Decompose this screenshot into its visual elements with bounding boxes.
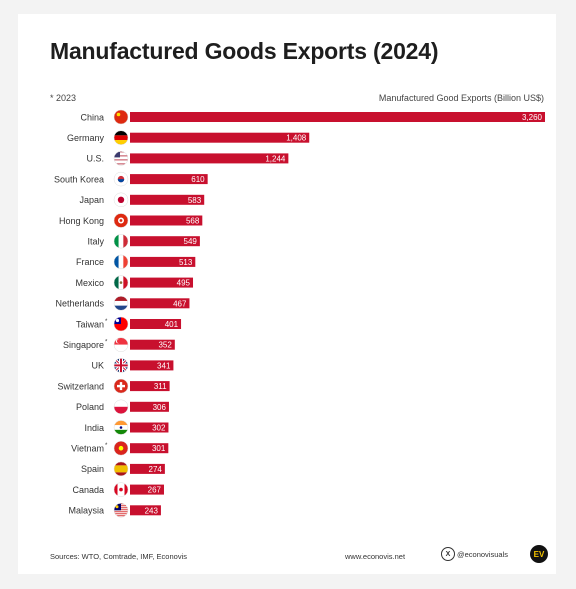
category-label: Netherlands bbox=[55, 299, 104, 309]
social-handle-text: @econovisuals bbox=[457, 549, 508, 559]
bar-value-label: 401 bbox=[165, 320, 179, 329]
bar-value-label: 467 bbox=[173, 299, 187, 308]
bar bbox=[130, 132, 310, 143]
bar-value-label: 1,244 bbox=[265, 154, 286, 163]
category-label: Spain bbox=[81, 464, 104, 474]
south-korea-flag-icon bbox=[113, 171, 129, 187]
bar bbox=[130, 256, 196, 267]
bar-value-label: 1,408 bbox=[286, 134, 307, 143]
bar-chart: China 3,260 Germany 1,408 U.S. 1,244 South Kor… bbox=[54, 109, 545, 518]
bar-value-label: 568 bbox=[186, 217, 200, 226]
category-label: Vietnam bbox=[71, 444, 104, 454]
bar bbox=[130, 484, 164, 495]
category-label: Singapore bbox=[63, 340, 104, 350]
bar-value-label: 274 bbox=[149, 465, 163, 474]
italy-flag-icon bbox=[113, 233, 129, 249]
logo-text: EV bbox=[533, 549, 545, 559]
france-flag-icon bbox=[113, 254, 129, 270]
bar-value-label: 549 bbox=[184, 237, 198, 246]
bar bbox=[130, 112, 545, 122]
taiwan-flag-icon bbox=[113, 316, 129, 332]
bar bbox=[130, 360, 174, 371]
bar-value-label: 610 bbox=[191, 175, 205, 184]
uk-flag-icon bbox=[113, 358, 129, 373]
category-label: U.S. bbox=[86, 154, 104, 164]
bar-value-label: 583 bbox=[188, 196, 202, 205]
bar bbox=[130, 339, 175, 350]
chart-card: Manufactured Goods Exports (2024) * 2023… bbox=[18, 14, 556, 574]
bar-value-label: 267 bbox=[148, 486, 162, 495]
bar-value-label: 243 bbox=[145, 506, 159, 515]
category-label: UK bbox=[91, 361, 104, 371]
bar bbox=[130, 277, 194, 288]
unit-label: Manufactured Good Exports (Billion US$) bbox=[378, 93, 544, 103]
bar-value-label: 311 bbox=[154, 382, 167, 391]
mexico-flag-icon bbox=[113, 275, 129, 290]
bar-value-label: 306 bbox=[153, 403, 167, 412]
bar bbox=[130, 194, 205, 205]
footnote-marker: * 2023 bbox=[50, 93, 77, 103]
bar bbox=[130, 381, 170, 392]
bar-value-label: 352 bbox=[158, 341, 172, 350]
germany-flag-icon bbox=[113, 130, 129, 145]
category-label: India bbox=[84, 423, 104, 433]
category-label: China bbox=[80, 112, 104, 122]
footnote-asterisk: * bbox=[105, 319, 108, 325]
bar bbox=[130, 298, 190, 309]
bar-value-label: 302 bbox=[152, 424, 166, 433]
bar bbox=[130, 319, 182, 329]
bar-value-label: 513 bbox=[179, 258, 193, 267]
bar bbox=[130, 463, 165, 474]
singapore-flag-icon bbox=[113, 337, 129, 352]
chart-title: Manufactured Goods Exports (2024) bbox=[50, 38, 439, 64]
switzerland-flag-icon bbox=[113, 378, 129, 394]
canada-flag-icon bbox=[113, 482, 129, 497]
category-label: Japan bbox=[79, 195, 104, 205]
bar bbox=[130, 443, 169, 454]
bar bbox=[130, 505, 161, 516]
category-label: Poland bbox=[76, 402, 104, 412]
china-flag-icon bbox=[113, 109, 129, 125]
bar bbox=[130, 236, 200, 247]
bar bbox=[130, 174, 208, 185]
category-label: Mexico bbox=[75, 278, 104, 288]
social-handle[interactable]: X @econovisuals bbox=[441, 547, 508, 561]
category-label: Italy bbox=[87, 237, 104, 247]
website-link[interactable]: www.econovis.net bbox=[345, 552, 406, 561]
usa-flag-icon bbox=[113, 151, 129, 166]
bar-value-label: 3,260 bbox=[522, 113, 543, 122]
vietnam-flag-icon bbox=[113, 440, 129, 456]
footnote-asterisk: * bbox=[105, 443, 108, 449]
footnote-asterisk: * bbox=[105, 340, 108, 346]
category-label: Taiwan bbox=[76, 319, 104, 329]
spain-flag-icon bbox=[113, 461, 129, 477]
sources-text: Sources: WTO, Comtrade, IMF, Econovis bbox=[50, 552, 187, 561]
japan-flag-icon bbox=[113, 192, 129, 208]
bar bbox=[130, 422, 169, 433]
bar bbox=[130, 153, 289, 164]
econovis-logo: EV bbox=[530, 545, 548, 563]
poland-flag-icon bbox=[113, 399, 129, 415]
bar-value-label: 301 bbox=[152, 444, 166, 453]
category-label: Malaysia bbox=[68, 506, 104, 516]
bar bbox=[130, 401, 169, 412]
category-label: Switzerland bbox=[57, 381, 104, 391]
bar-value-label: 495 bbox=[177, 279, 191, 288]
category-label: Hong Kong bbox=[59, 216, 104, 226]
bar bbox=[130, 215, 203, 226]
malaysia-flag-icon bbox=[113, 503, 129, 518]
category-label: France bbox=[76, 257, 104, 267]
category-label: Germany bbox=[67, 133, 105, 143]
x-logo-icon: X bbox=[441, 547, 455, 561]
bar-value-label: 341 bbox=[157, 361, 171, 370]
category-label: Canada bbox=[72, 485, 104, 495]
category-label: South Korea bbox=[54, 174, 104, 184]
hong-kong-flag-icon bbox=[113, 213, 129, 228]
netherlands-flag-icon bbox=[113, 296, 129, 311]
india-flag-icon bbox=[113, 420, 129, 435]
